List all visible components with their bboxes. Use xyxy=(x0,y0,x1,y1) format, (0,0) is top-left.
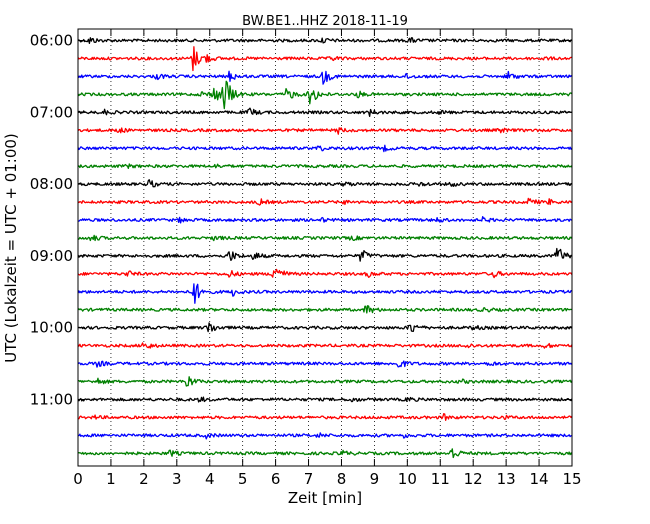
trace-line-0900 xyxy=(77,247,573,262)
trace-line-1000 xyxy=(77,322,573,333)
y-tick-label: 09:00 xyxy=(30,247,73,265)
x-tick-label: 13 xyxy=(497,470,516,488)
y-tick-label: 06:00 xyxy=(30,32,73,50)
y-axis-label: UTC (Lokalzeit = UTC + 01:00) xyxy=(2,133,20,363)
x-tick-label: 2 xyxy=(139,470,149,488)
trace-line-1015 xyxy=(77,342,573,349)
trace-line-0945 xyxy=(77,305,573,314)
x-tick-label: 14 xyxy=(530,470,549,488)
trace-line-1030 xyxy=(77,360,573,368)
x-tick-label: 6 xyxy=(271,470,281,488)
x-tick-label: 4 xyxy=(205,470,215,488)
x-tick-label: 9 xyxy=(370,470,380,488)
trace-line-0600 xyxy=(77,37,573,45)
x-tick-label: 0 xyxy=(73,470,83,488)
x-tick-label: 15 xyxy=(562,470,581,488)
trace-line-1100 xyxy=(77,396,573,403)
trace-line-1115 xyxy=(77,413,573,421)
trace-line-0815 xyxy=(77,197,573,206)
y-tick-label: 10:00 xyxy=(30,319,73,337)
y-tick-label: 11:00 xyxy=(30,391,73,409)
trace-line-0845 xyxy=(77,234,573,242)
x-tick-label: 12 xyxy=(464,470,483,488)
y-tick-label: 07:00 xyxy=(30,103,73,121)
trace-line-0745 xyxy=(77,163,573,170)
grid-layer xyxy=(110,29,540,466)
trace-line-1045 xyxy=(77,376,573,387)
trace-layer xyxy=(77,37,573,459)
trace-line-1145 xyxy=(77,448,573,459)
y-tick-label: 08:00 xyxy=(30,175,73,193)
trace-line-0615 xyxy=(77,46,573,72)
trace-line-1130 xyxy=(77,432,573,440)
tick-layer: 0 1 2 3 4 5 6 7 8 9 10 11 12 13 14 1506:0007:0008:0009:… xyxy=(30,29,582,488)
trace-line-0730 xyxy=(77,144,573,153)
trace-line-0800 xyxy=(77,179,573,188)
trace-line-0630 xyxy=(77,70,573,85)
trace-line-0915 xyxy=(77,268,573,279)
x-tick-label: 8 xyxy=(337,470,347,488)
trace-line-0645 xyxy=(77,80,573,110)
x-tick-label: 7 xyxy=(304,470,314,488)
x-tick-label: 3 xyxy=(172,470,182,488)
x-tick-label: 10 xyxy=(398,470,417,488)
x-tick-label: 5 xyxy=(238,470,248,488)
x-tick-label: 1 xyxy=(106,470,116,488)
plot-frame xyxy=(77,28,573,467)
trace-line-0715 xyxy=(77,127,573,135)
x-axis-label: Zeit [min] xyxy=(288,489,362,507)
x-tick-label: 11 xyxy=(431,470,450,488)
trace-line-0830 xyxy=(77,216,573,224)
trace-line-0700 xyxy=(77,107,573,118)
chart-title: BW.BE1..HHZ 2018-11-19 xyxy=(242,14,408,29)
trace-line-0930 xyxy=(77,283,573,304)
